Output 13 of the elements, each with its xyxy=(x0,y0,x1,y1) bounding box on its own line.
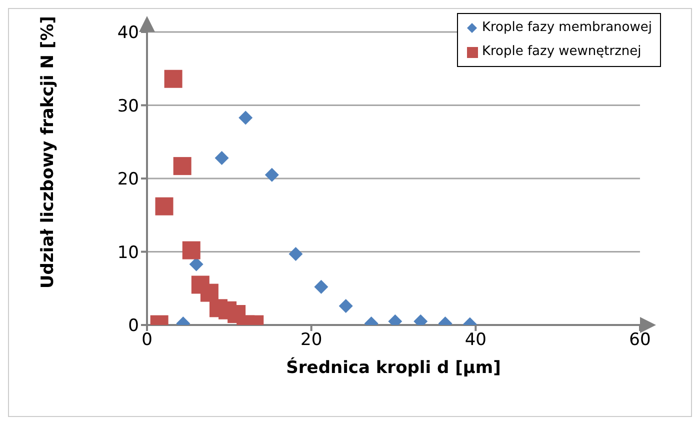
y-tick-label: 20 xyxy=(117,170,139,190)
x-axis-title: Średnica kropli d [µm] xyxy=(286,357,501,378)
y-tick-label: 10 xyxy=(117,242,139,263)
x-tick-label: 60 xyxy=(629,330,651,350)
x-tick-label: 20 xyxy=(300,330,322,350)
y-tick-label: 0 xyxy=(128,316,139,336)
y-axis-title: Udział liczbowy frakcji N [%] xyxy=(38,16,58,288)
legend-label: Krople fazy membranowej xyxy=(482,19,652,37)
legend-label: Krople fazy wewnętrznej xyxy=(482,43,642,61)
x-tick-label: 40 xyxy=(464,330,486,350)
y-tick-label: 40 xyxy=(117,23,139,44)
x-tick-label: 0 xyxy=(142,330,152,350)
y-tick-label: 30 xyxy=(117,96,139,116)
